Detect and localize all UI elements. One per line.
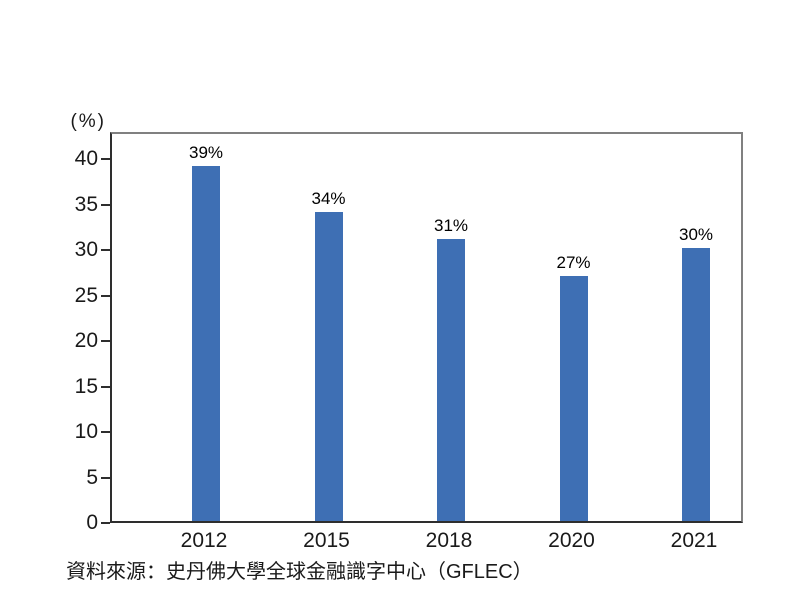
y-tick-mark: [101, 476, 110, 479]
x-tick-label: 2020: [548, 529, 595, 552]
y-tick-label: 35: [74, 192, 98, 216]
y-tick-mark: [101, 431, 110, 434]
y-tick-mark: [101, 385, 110, 388]
y-tick-mark: [101, 249, 110, 252]
bar: [314, 211, 343, 521]
y-tick-mark: [101, 294, 110, 297]
y-tick-mark: [101, 158, 110, 161]
y-tick-label: 25: [74, 283, 98, 307]
bar: [682, 248, 710, 521]
x-tick-label: 2018: [425, 529, 473, 552]
y-tick-label: 30: [74, 238, 98, 262]
y-tick-label: 5: [86, 465, 98, 489]
y-tick-label: 0: [86, 511, 98, 534]
y-tick-mark: [101, 522, 110, 524]
bar-value-label: 39%: [188, 143, 224, 163]
bar-value-label: 27%: [556, 252, 591, 272]
y-tick-label: 10: [74, 420, 98, 444]
plot-area: 39% 34% 31% 27% 30%: [110, 132, 743, 523]
y-tick-mark: [101, 340, 110, 343]
x-tick-label: 2012: [180, 529, 228, 552]
y-tick-label: 20: [74, 329, 98, 353]
bar: [437, 239, 465, 521]
x-tick-label: 2015: [303, 529, 350, 552]
y-tick-label: 40: [74, 147, 98, 171]
source-note: 資料來源：史丹佛大學全球金融識字中心（GFLEC）: [66, 561, 533, 583]
bar-value-label: 30%: [678, 225, 714, 245]
y-tick-mark: [101, 203, 110, 206]
y-tick-label: 15: [74, 374, 98, 398]
bar: [192, 166, 220, 521]
bar-value-label: 31%: [433, 216, 469, 236]
x-tick-label: 2021: [670, 529, 718, 552]
bar-value-label: 34%: [311, 188, 346, 208]
y-axis-unit-label: (%): [70, 111, 106, 132]
bar: [559, 275, 588, 521]
